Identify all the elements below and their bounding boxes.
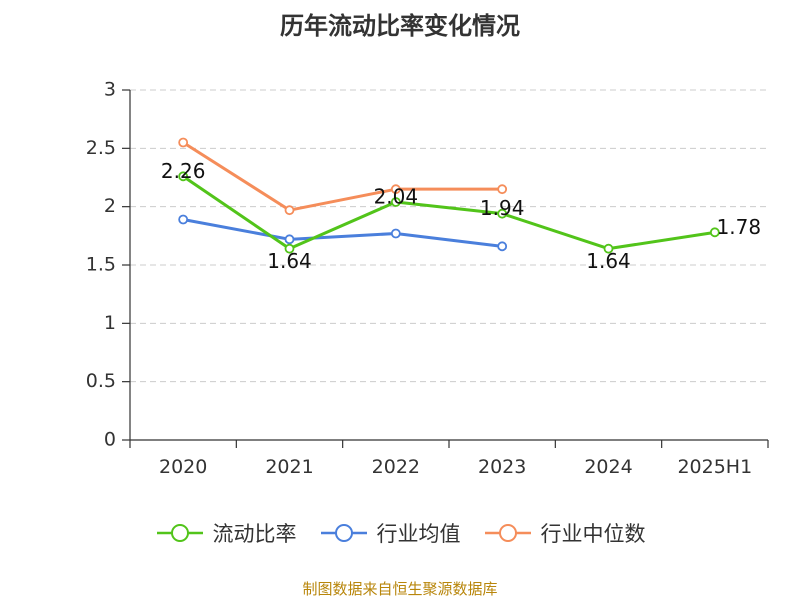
data-point [284, 234, 295, 245]
data-point [284, 243, 295, 254]
series-line [182, 175, 716, 251]
y-tick-label: 0.5 [86, 370, 116, 392]
legend-item-current-ratio[interactable]: 流动比率 [155, 518, 297, 548]
data-label: 1.64 [586, 249, 631, 273]
grid-layer [130, 89, 768, 383]
y-tick-label: 0 [104, 429, 116, 451]
legend-label: 行业均值 [376, 522, 461, 546]
y-tick-label: 2.5 [86, 137, 116, 159]
data-point [178, 171, 189, 182]
y-tick-label: 1 [104, 312, 116, 334]
y-tick-label: 3 [104, 79, 116, 101]
legend-marker-icon [156, 524, 203, 542]
data-point [603, 243, 614, 254]
x-tick-label: 2022 [372, 456, 420, 478]
legend: 流动比率 行业均值 行业中位数 [0, 518, 800, 548]
legend-item-industry-mean[interactable]: 行业均值 [319, 518, 461, 548]
data-point [497, 208, 508, 219]
legend-item-industry-median[interactable]: 行业中位数 [483, 518, 646, 548]
x-tick-label: 2023 [478, 456, 526, 478]
source-note: 制图数据来自恒生聚源数据库 [302, 580, 498, 598]
series-line [182, 141, 503, 212]
y-tick-label: 2 [104, 195, 116, 217]
series-line [182, 218, 503, 248]
data-label: 1.94 [480, 196, 525, 220]
x-tick-label: 2024 [584, 456, 632, 478]
x-tick-label: 2021 [265, 456, 313, 478]
data-point [709, 227, 720, 238]
data-label: 1.64 [267, 249, 312, 273]
data-point [497, 241, 508, 252]
data-label-layer: 2.26 1.64 2.04 1.94 1.64 1.78 [161, 159, 761, 273]
x-tick-label: 2020 [159, 456, 207, 478]
legend-marker-icon [484, 524, 531, 542]
chart-title: 历年流动比率变化情况 [280, 12, 520, 40]
y-tick-label: 1.5 [86, 254, 116, 276]
data-point [390, 228, 401, 239]
data-label: 2.04 [374, 185, 419, 209]
data-point [178, 137, 189, 148]
series-layer [178, 137, 720, 254]
legend-marker-icon [320, 524, 367, 542]
data-point [284, 205, 295, 216]
data-point [390, 184, 401, 195]
axis-layer: 0 0.5 1 1.5 2 2.5 3 2020 2021 2022 2023 2024 2025H1 [86, 79, 769, 478]
data-point [178, 214, 189, 225]
data-label: 2.26 [161, 159, 206, 183]
data-point [390, 197, 401, 207]
legend-label: 流动比率 [212, 522, 297, 546]
x-tick-label: 2025H1 [677, 456, 752, 478]
data-point [497, 184, 508, 195]
legend-label: 行业中位数 [540, 522, 646, 546]
data-label: 1.78 [717, 215, 762, 239]
